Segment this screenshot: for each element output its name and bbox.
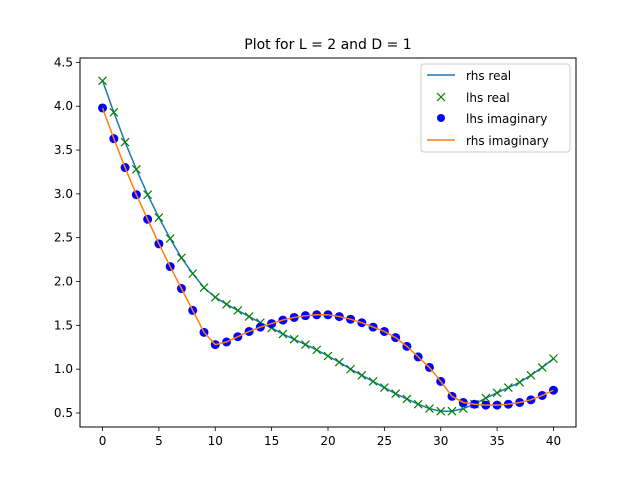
x-tick-label: 15 (264, 434, 279, 448)
data-point-lhs-real (210, 292, 220, 302)
x-tick-label: 30 (433, 434, 448, 448)
data-point-lhs-real (413, 399, 423, 409)
data-point-lhs-real (481, 393, 491, 403)
legend-box (420, 63, 571, 153)
data-point-lhs-real (98, 76, 107, 86)
x-tick-label: 5 (155, 434, 163, 448)
data-point-lhs-real (165, 234, 175, 243)
axis-ticks: 0 5 10 15 20 25 30 35 40 0.5 1.0 1.5 2.0 2.5 3.0 3.5 4.0… (54, 55, 561, 448)
data-point-lhs-real (278, 329, 288, 339)
data-point-lhs-imaginary (548, 385, 558, 395)
x-tick-label: 20 (320, 434, 335, 448)
y-tick-label: 1.0 (54, 362, 73, 376)
data-point-lhs-real (177, 253, 186, 263)
data-point-lhs-imaginary (98, 103, 108, 113)
data-point-lhs-real (233, 306, 243, 315)
legend-label-lhs-real: lhs real (466, 91, 510, 105)
data-point-lhs-real (143, 190, 153, 200)
legend-swatch-lhs-real (436, 92, 446, 102)
legend-label-rhs-real: rhs real (466, 69, 511, 83)
data-point-lhs-real (436, 406, 446, 416)
data-point-lhs-real (425, 404, 434, 414)
data-point-lhs-real (301, 340, 310, 350)
y-tick-label: 3.0 (54, 187, 73, 201)
data-point-lhs-real (492, 388, 502, 398)
data-point-lhs-real (120, 137, 130, 147)
x-tick-label: 40 (546, 434, 561, 448)
series-line-rhs-imaginary (101, 107, 554, 406)
y-tick-label: 4.5 (54, 55, 73, 69)
y-tick-label: 2.0 (54, 275, 73, 289)
chart-title: Plot for L = 2 and D = 1 (244, 37, 411, 53)
data-point-lhs-real (447, 406, 457, 416)
data-point-lhs-real (109, 107, 119, 117)
y-tick-label: 2.5 (54, 231, 73, 245)
y-tick-label: 3.5 (54, 143, 73, 157)
data-point-lhs-real (503, 383, 513, 392)
legend: rhs real lhs real lhs imaginary rhs imag… (420, 63, 571, 153)
data-point-lhs-real (368, 376, 378, 386)
data-point-lhs-real (289, 334, 299, 344)
data-point-lhs-real (549, 354, 558, 364)
y-tick-label: 4.0 (54, 99, 73, 113)
data-point-lhs-real (312, 345, 322, 355)
x-tick-label: 25 (377, 434, 392, 448)
plot-area (98, 76, 558, 416)
legend-label-rhs-imaginary: rhs imaginary (466, 134, 549, 148)
data-point-lhs-real (323, 351, 333, 361)
data-point-lhs-real (334, 357, 344, 367)
data-point-lhs-real (154, 213, 164, 222)
x-tick-label: 35 (489, 434, 504, 448)
data-point-lhs-real (537, 362, 547, 372)
y-tick-label: 0.5 (54, 406, 73, 420)
data-point-lhs-real (188, 269, 198, 279)
legend-label-lhs-imaginary: lhs imaginary (466, 112, 547, 126)
data-point-lhs-real (244, 312, 254, 321)
x-tick-label: 0 (99, 434, 107, 448)
x-tick-label: 10 (208, 434, 223, 448)
data-point-lhs-real (402, 394, 412, 404)
data-point-lhs-real (526, 370, 536, 380)
data-point-lhs-real (199, 283, 209, 293)
data-point-lhs-real (391, 389, 401, 399)
data-point-lhs-real (515, 377, 525, 387)
data-point-lhs-real (222, 299, 231, 309)
data-point-lhs-real (131, 164, 141, 174)
data-point-lhs-real (357, 370, 367, 380)
data-point-lhs-real (379, 383, 389, 392)
data-point-lhs-real (346, 364, 355, 374)
y-tick-label: 1.5 (54, 318, 73, 332)
legend-swatch-lhs-imaginary (437, 114, 445, 122)
